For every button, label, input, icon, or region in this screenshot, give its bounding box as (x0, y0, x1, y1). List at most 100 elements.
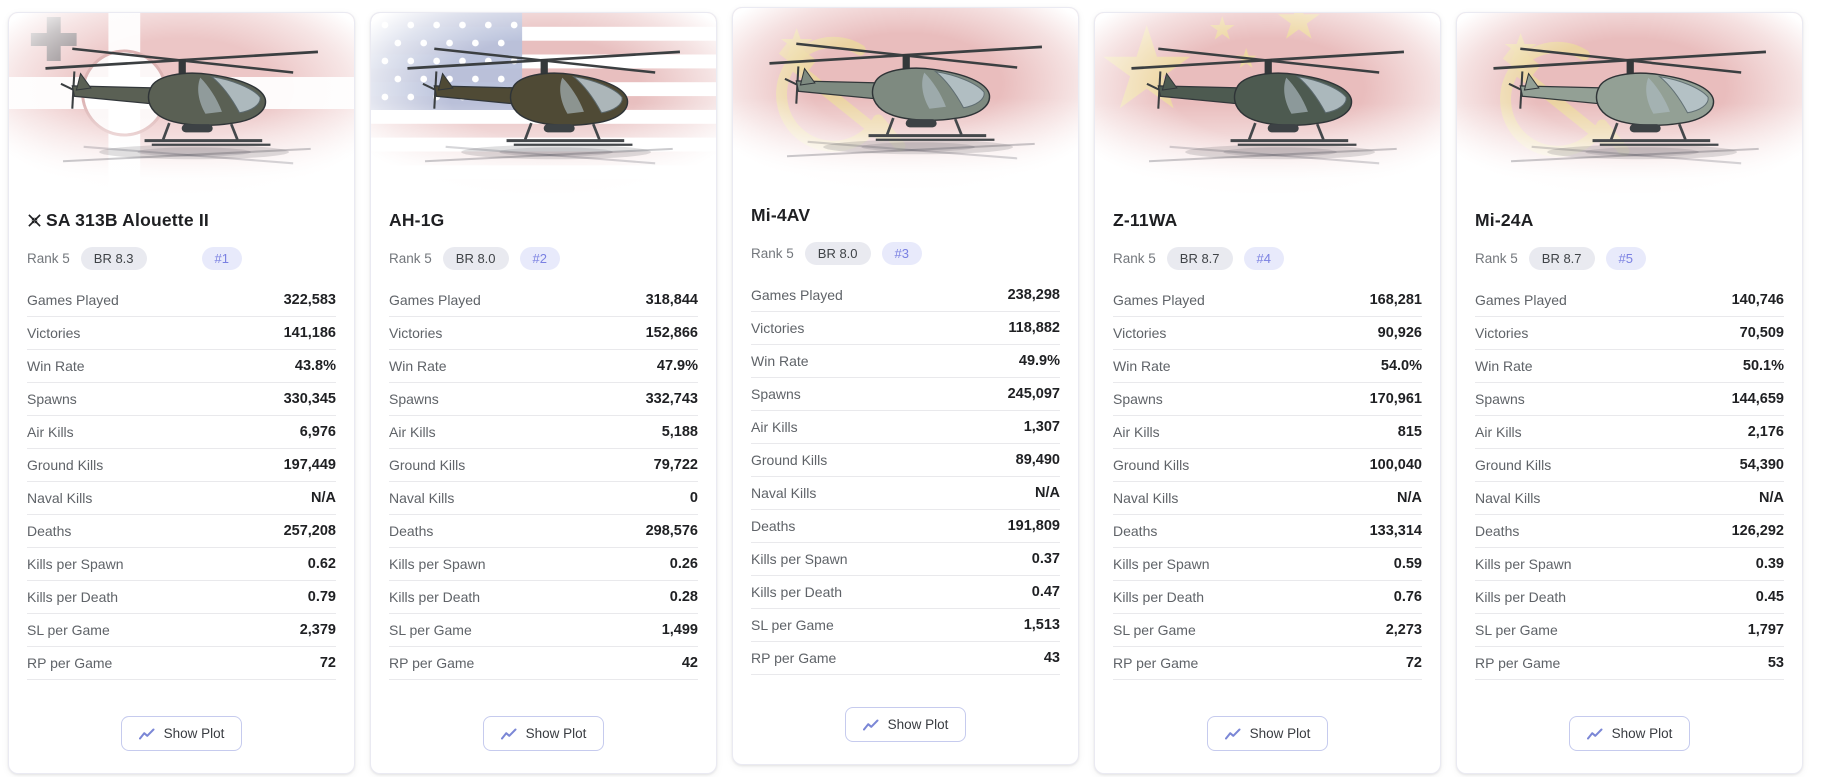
stat-value: 152,866 (645, 325, 698, 341)
stat-label: Games Played (1113, 292, 1205, 308)
show-plot-button[interactable]: Show Plot (120, 716, 243, 751)
stat-label: Ground Kills (1475, 457, 1552, 473)
stats-table: Games Played 322,583 Victories 141,186 W… (27, 284, 336, 680)
vehicle-image-area (733, 8, 1078, 188)
stat-label: Games Played (751, 287, 843, 303)
stat-value: 0.37 (1031, 551, 1060, 567)
stat-row: Spawns 332,743 (389, 383, 698, 416)
stat-value: 0.47 (1031, 584, 1060, 600)
stat-value: 0.26 (669, 556, 698, 572)
vehicle-card: SA 313B Alouette II Rank 5 BR 8.3 #1 Gam… (8, 12, 355, 774)
stat-row: Kills per Spawn 0.39 (1475, 548, 1784, 581)
stat-value: 118,882 (1008, 320, 1060, 336)
stat-label: RP per Game (1475, 655, 1561, 671)
mi-24a-helicopter (1471, 24, 1788, 179)
stat-row: Kills per Death 0.47 (751, 576, 1060, 609)
badge-row: Rank 5 BR 8.7 #5 (1475, 247, 1784, 270)
trend-line-icon (1586, 728, 1603, 739)
stat-row: Deaths 298,576 (389, 515, 698, 548)
stat-label: Win Rate (751, 353, 809, 369)
vehicle-title: Z-11WA (1113, 210, 1178, 230)
stat-label: Win Rate (1113, 358, 1171, 374)
stat-label: Win Rate (27, 358, 85, 374)
br-badge: BR 8.7 (1166, 247, 1233, 270)
stat-value: 54.0% (1380, 358, 1422, 374)
br-badge: BR 8.0 (442, 247, 509, 270)
stat-value: 50.1% (1742, 358, 1784, 374)
stat-value: N/A (1397, 490, 1422, 506)
stat-label: Games Played (1475, 292, 1567, 308)
stat-value: 79,722 (653, 457, 698, 473)
vehicle-image-area (9, 13, 354, 193)
stat-value: N/A (311, 490, 336, 506)
stat-label: Victories (1475, 325, 1529, 341)
flag-usa (371, 13, 716, 193)
stat-row: Spawns 144,659 (1475, 383, 1784, 416)
stat-label: Kills per Death (751, 584, 843, 600)
stat-label: Spawns (1475, 391, 1525, 407)
stat-value: 72 (1405, 655, 1422, 671)
stat-value: 0.28 (669, 589, 698, 605)
stat-row: Kills per Death 0.76 (1113, 581, 1422, 614)
stat-row: Naval Kills N/A (1113, 482, 1422, 515)
stat-row: RP per Game 53 (1475, 647, 1784, 680)
show-plot-button[interactable]: Show Plot (1568, 716, 1691, 751)
stat-row: SL per Game 2,379 (27, 614, 336, 647)
stat-label: Victories (751, 320, 805, 336)
stat-value: 1,797 (1747, 622, 1784, 638)
stat-row: Victories 152,866 (389, 317, 698, 350)
flag-background (9, 13, 354, 193)
stat-value: 0.62 (307, 556, 336, 572)
stat-value: 257,208 (283, 523, 336, 539)
stat-value: 318,844 (645, 292, 698, 308)
stat-row: SL per Game 1,513 (751, 609, 1060, 642)
stat-row: Win Rate 54.0% (1113, 350, 1422, 383)
stat-row: Ground Kills 100,040 (1113, 449, 1422, 482)
stat-value: 47.9% (656, 358, 698, 374)
stat-value: 43.8% (294, 358, 336, 374)
stat-row: Win Rate 50.1% (1475, 350, 1784, 383)
stat-label: Air Kills (27, 424, 74, 440)
stat-row: Deaths 257,208 (27, 515, 336, 548)
stat-row: Kills per Death 0.79 (27, 581, 336, 614)
stat-label: Air Kills (1475, 424, 1522, 440)
trend-line-icon (1224, 728, 1241, 739)
stat-row: Ground Kills 89,490 (751, 444, 1060, 477)
stat-row: Ground Kills 54,390 (1475, 449, 1784, 482)
stat-value: 90,926 (1377, 325, 1422, 341)
stat-value: 2,273 (1385, 622, 1422, 638)
stat-label: SL per Game (1475, 622, 1558, 638)
stat-label: Kills per Death (1475, 589, 1567, 605)
stat-value: 0 (689, 490, 698, 506)
show-plot-button[interactable]: Show Plot (482, 716, 605, 751)
stat-row: Win Rate 49.9% (751, 345, 1060, 378)
helicopter-illustration (45, 47, 318, 165)
show-plot-button[interactable]: Show Plot (844, 707, 967, 742)
stat-value: 43 (1043, 650, 1060, 666)
stat-value: 1,307 (1023, 419, 1060, 435)
helicopter-illustration (1493, 47, 1766, 165)
stat-label: SL per Game (27, 622, 110, 638)
stat-value: 42 (681, 655, 698, 671)
stat-row: Air Kills 5,188 (389, 416, 698, 449)
stat-label: Air Kills (389, 424, 436, 440)
stat-row: Kills per Spawn 0.59 (1113, 548, 1422, 581)
trend-line-icon (500, 728, 517, 739)
stat-row: Ground Kills 79,722 (389, 449, 698, 482)
stat-row: Air Kills 815 (1113, 416, 1422, 449)
vehicle-card: Z-11WA Rank 5 BR 8.7 #4 Games Played 168… (1094, 12, 1441, 774)
show-plot-button[interactable]: Show Plot (1206, 716, 1329, 751)
stat-label: Kills per Death (27, 589, 119, 605)
show-plot-label: Show Plot (1249, 726, 1311, 741)
stat-label: SL per Game (389, 622, 472, 638)
stat-row: Spawns 170,961 (1113, 383, 1422, 416)
stat-label: Deaths (1113, 523, 1158, 539)
stat-value: 298,576 (645, 523, 698, 539)
stat-value: 141,186 (283, 325, 336, 341)
stats-table: Games Played 238,298 Victories 118,882 W… (751, 279, 1060, 675)
stat-label: SL per Game (1113, 622, 1196, 638)
stat-row: Naval Kills N/A (27, 482, 336, 515)
stat-label: Kills per Spawn (27, 556, 124, 572)
stat-label: Deaths (27, 523, 72, 539)
